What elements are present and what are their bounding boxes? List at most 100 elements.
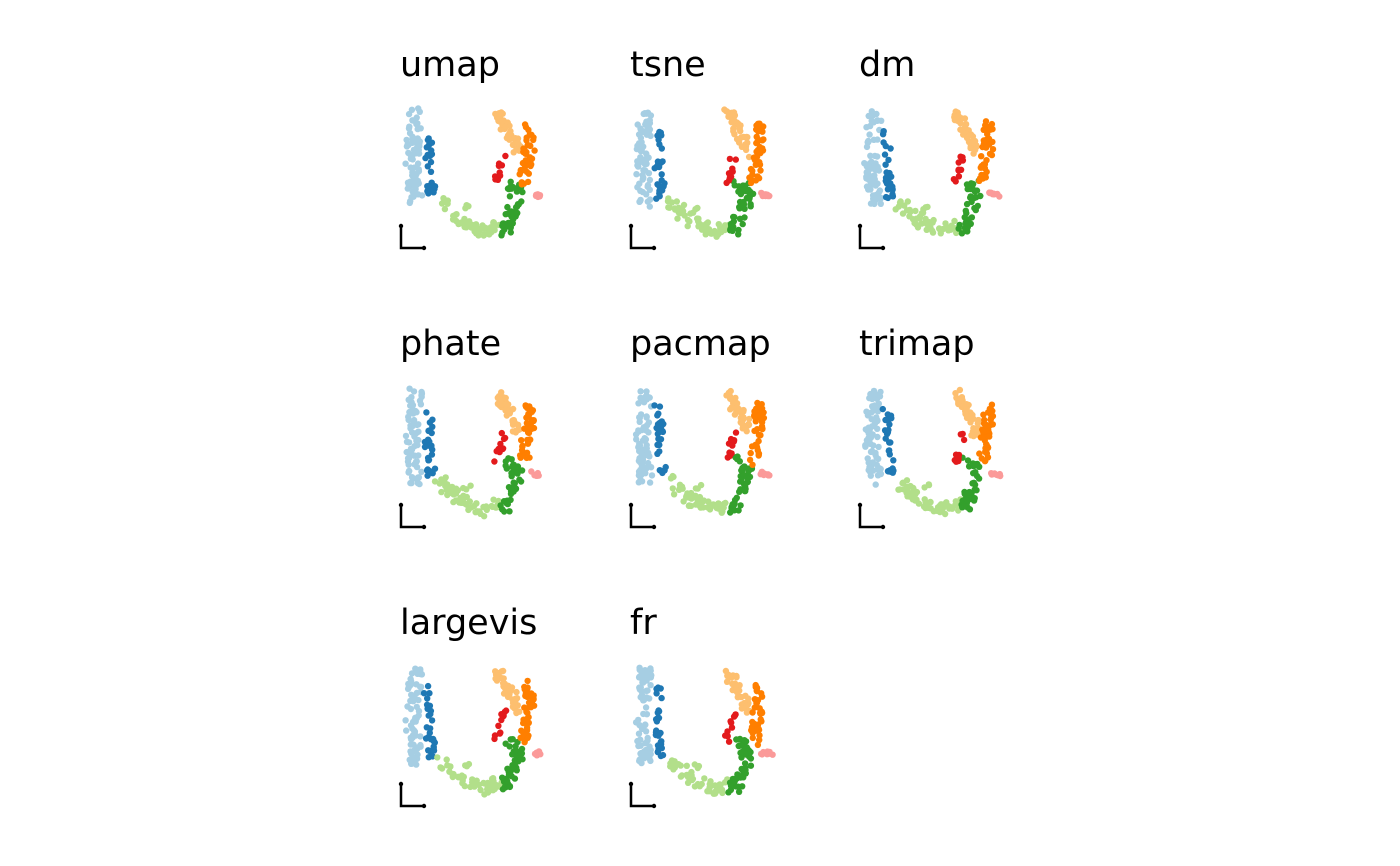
scatter-point-c4 — [513, 188, 521, 195]
scatter-point-c3 — [680, 498, 687, 505]
scatter-point-c3 — [951, 502, 959, 509]
scatter-point-c1 — [867, 186, 874, 193]
scatter-point-c6 — [499, 445, 507, 452]
scatter-point-c3 — [692, 493, 699, 501]
scatter-point-c8 — [518, 447, 526, 454]
scatter-point-c1 — [409, 696, 417, 704]
scatter-point-c8 — [756, 736, 763, 744]
scatter-point-c8 — [759, 409, 766, 417]
scatter-point-c3 — [477, 786, 484, 794]
scatter-point-c2 — [888, 415, 895, 422]
scatter-point-c6 — [501, 434, 509, 442]
scatter-point-c8 — [983, 441, 990, 448]
scatter-point-c8 — [747, 449, 754, 457]
scatter-point-c2 — [428, 147, 435, 154]
scatter-point-c1 — [408, 670, 416, 677]
scatter-point-c4 — [974, 202, 981, 210]
scatter-point-c8 — [752, 681, 759, 689]
scatter-point-c3 — [443, 756, 450, 763]
scatter-point-c4 — [970, 462, 978, 469]
scatter-point-c6 — [957, 166, 965, 173]
scatter-point-c2 — [882, 177, 889, 185]
scatter-point-c7 — [972, 146, 979, 153]
scatter-point-c8 — [981, 416, 988, 424]
scatter-point-c4 — [739, 220, 746, 228]
scatter-point-c3 — [481, 230, 489, 238]
scatter-point-c1 — [414, 441, 421, 449]
scatter-point-c8 — [524, 178, 532, 186]
scatter-point-c3 — [910, 484, 917, 492]
scatter-point-c3 — [694, 204, 701, 212]
scatter-point-c8 — [520, 719, 527, 727]
scatter-point-c1 — [637, 126, 644, 133]
scatter-point-c4 — [975, 475, 983, 482]
panel-umap: umap — [398, 48, 600, 288]
scatter-point-c8 — [752, 418, 759, 425]
scatter-point-c3 — [664, 198, 672, 205]
axis-end-dot — [398, 223, 404, 229]
scatter-point-c3 — [717, 224, 724, 232]
scatter-point-c1 — [877, 195, 884, 203]
scatter-point-c4 — [512, 757, 519, 764]
scatter-point-c5 — [766, 472, 773, 479]
scatter-point-c3 — [434, 754, 441, 761]
scatter-point-c1 — [418, 192, 426, 199]
scatter-point-c8 — [528, 161, 535, 168]
scatter-point-c1 — [402, 160, 409, 167]
scatter-point-c4 — [508, 213, 515, 220]
scatter-point-c1 — [863, 143, 871, 151]
scatter-point-c7 — [969, 411, 976, 419]
scatter-point-c8 — [756, 709, 764, 717]
scatter-point-c1 — [407, 164, 414, 171]
scatter-point-c6 — [498, 429, 505, 437]
scatter-point-c2 — [653, 685, 660, 693]
scatter-point-c7 — [509, 696, 516, 703]
scatter-point-c3 — [441, 205, 449, 213]
scatter-point-c1 — [413, 689, 420, 697]
scatter-point-c1 — [644, 687, 651, 694]
scatter-plot — [628, 387, 773, 530]
scatter-point-c3 — [703, 220, 710, 227]
scatter-point-c2 — [658, 145, 665, 152]
scatter-point-c5 — [757, 471, 764, 478]
scatter-point-c1 — [415, 474, 423, 481]
scatter-point-c4 — [731, 182, 738, 189]
scatter-point-c4 — [510, 461, 517, 469]
scatter-point-c7 — [972, 426, 979, 433]
scatter-point-c1 — [409, 475, 416, 482]
scatter-point-c1 — [637, 750, 644, 757]
scatter-point-c1 — [403, 727, 410, 734]
scatter-point-c3 — [665, 204, 672, 211]
scatter-point-c1 — [876, 187, 884, 194]
scatter-point-c3 — [920, 503, 928, 510]
scatter-point-c3 — [683, 762, 690, 769]
scatter-point-c1 — [410, 410, 417, 417]
scatter-point-c7 — [510, 417, 517, 424]
scatter-point-c1 — [647, 746, 654, 754]
scatter-point-c4 — [969, 480, 976, 487]
scatter-point-c4 — [509, 736, 516, 743]
axis-end-dot — [880, 245, 886, 251]
scatter-point-c8 — [984, 409, 992, 416]
scatter-point-c1 — [410, 452, 417, 459]
scatter-point-c4 — [738, 748, 746, 756]
scatter-point-c1 — [874, 417, 881, 425]
scatter-point-c4 — [736, 488, 743, 495]
scatter-point-c1 — [642, 753, 649, 760]
scatter-point-c1 — [640, 667, 647, 675]
scatter-point-c5 — [532, 192, 540, 199]
scatter-point-c1 — [407, 705, 415, 713]
scatter-point-c4 — [503, 777, 511, 785]
scatter-point-c8 — [516, 171, 523, 178]
scatter-point-c6 — [955, 173, 963, 180]
scatter-point-c1 — [637, 388, 644, 395]
scatter-point-c5 — [528, 468, 535, 475]
scatter-point-c1 — [875, 400, 882, 407]
scatter-point-c2 — [659, 158, 666, 165]
axis-end-dot — [880, 524, 886, 530]
scatter-point-c1 — [636, 442, 644, 449]
scatter-point-c3 — [707, 778, 714, 785]
scatter-point-c3 — [473, 500, 480, 507]
scatter-plot — [398, 665, 544, 809]
scatter-point-c6 — [730, 437, 738, 444]
